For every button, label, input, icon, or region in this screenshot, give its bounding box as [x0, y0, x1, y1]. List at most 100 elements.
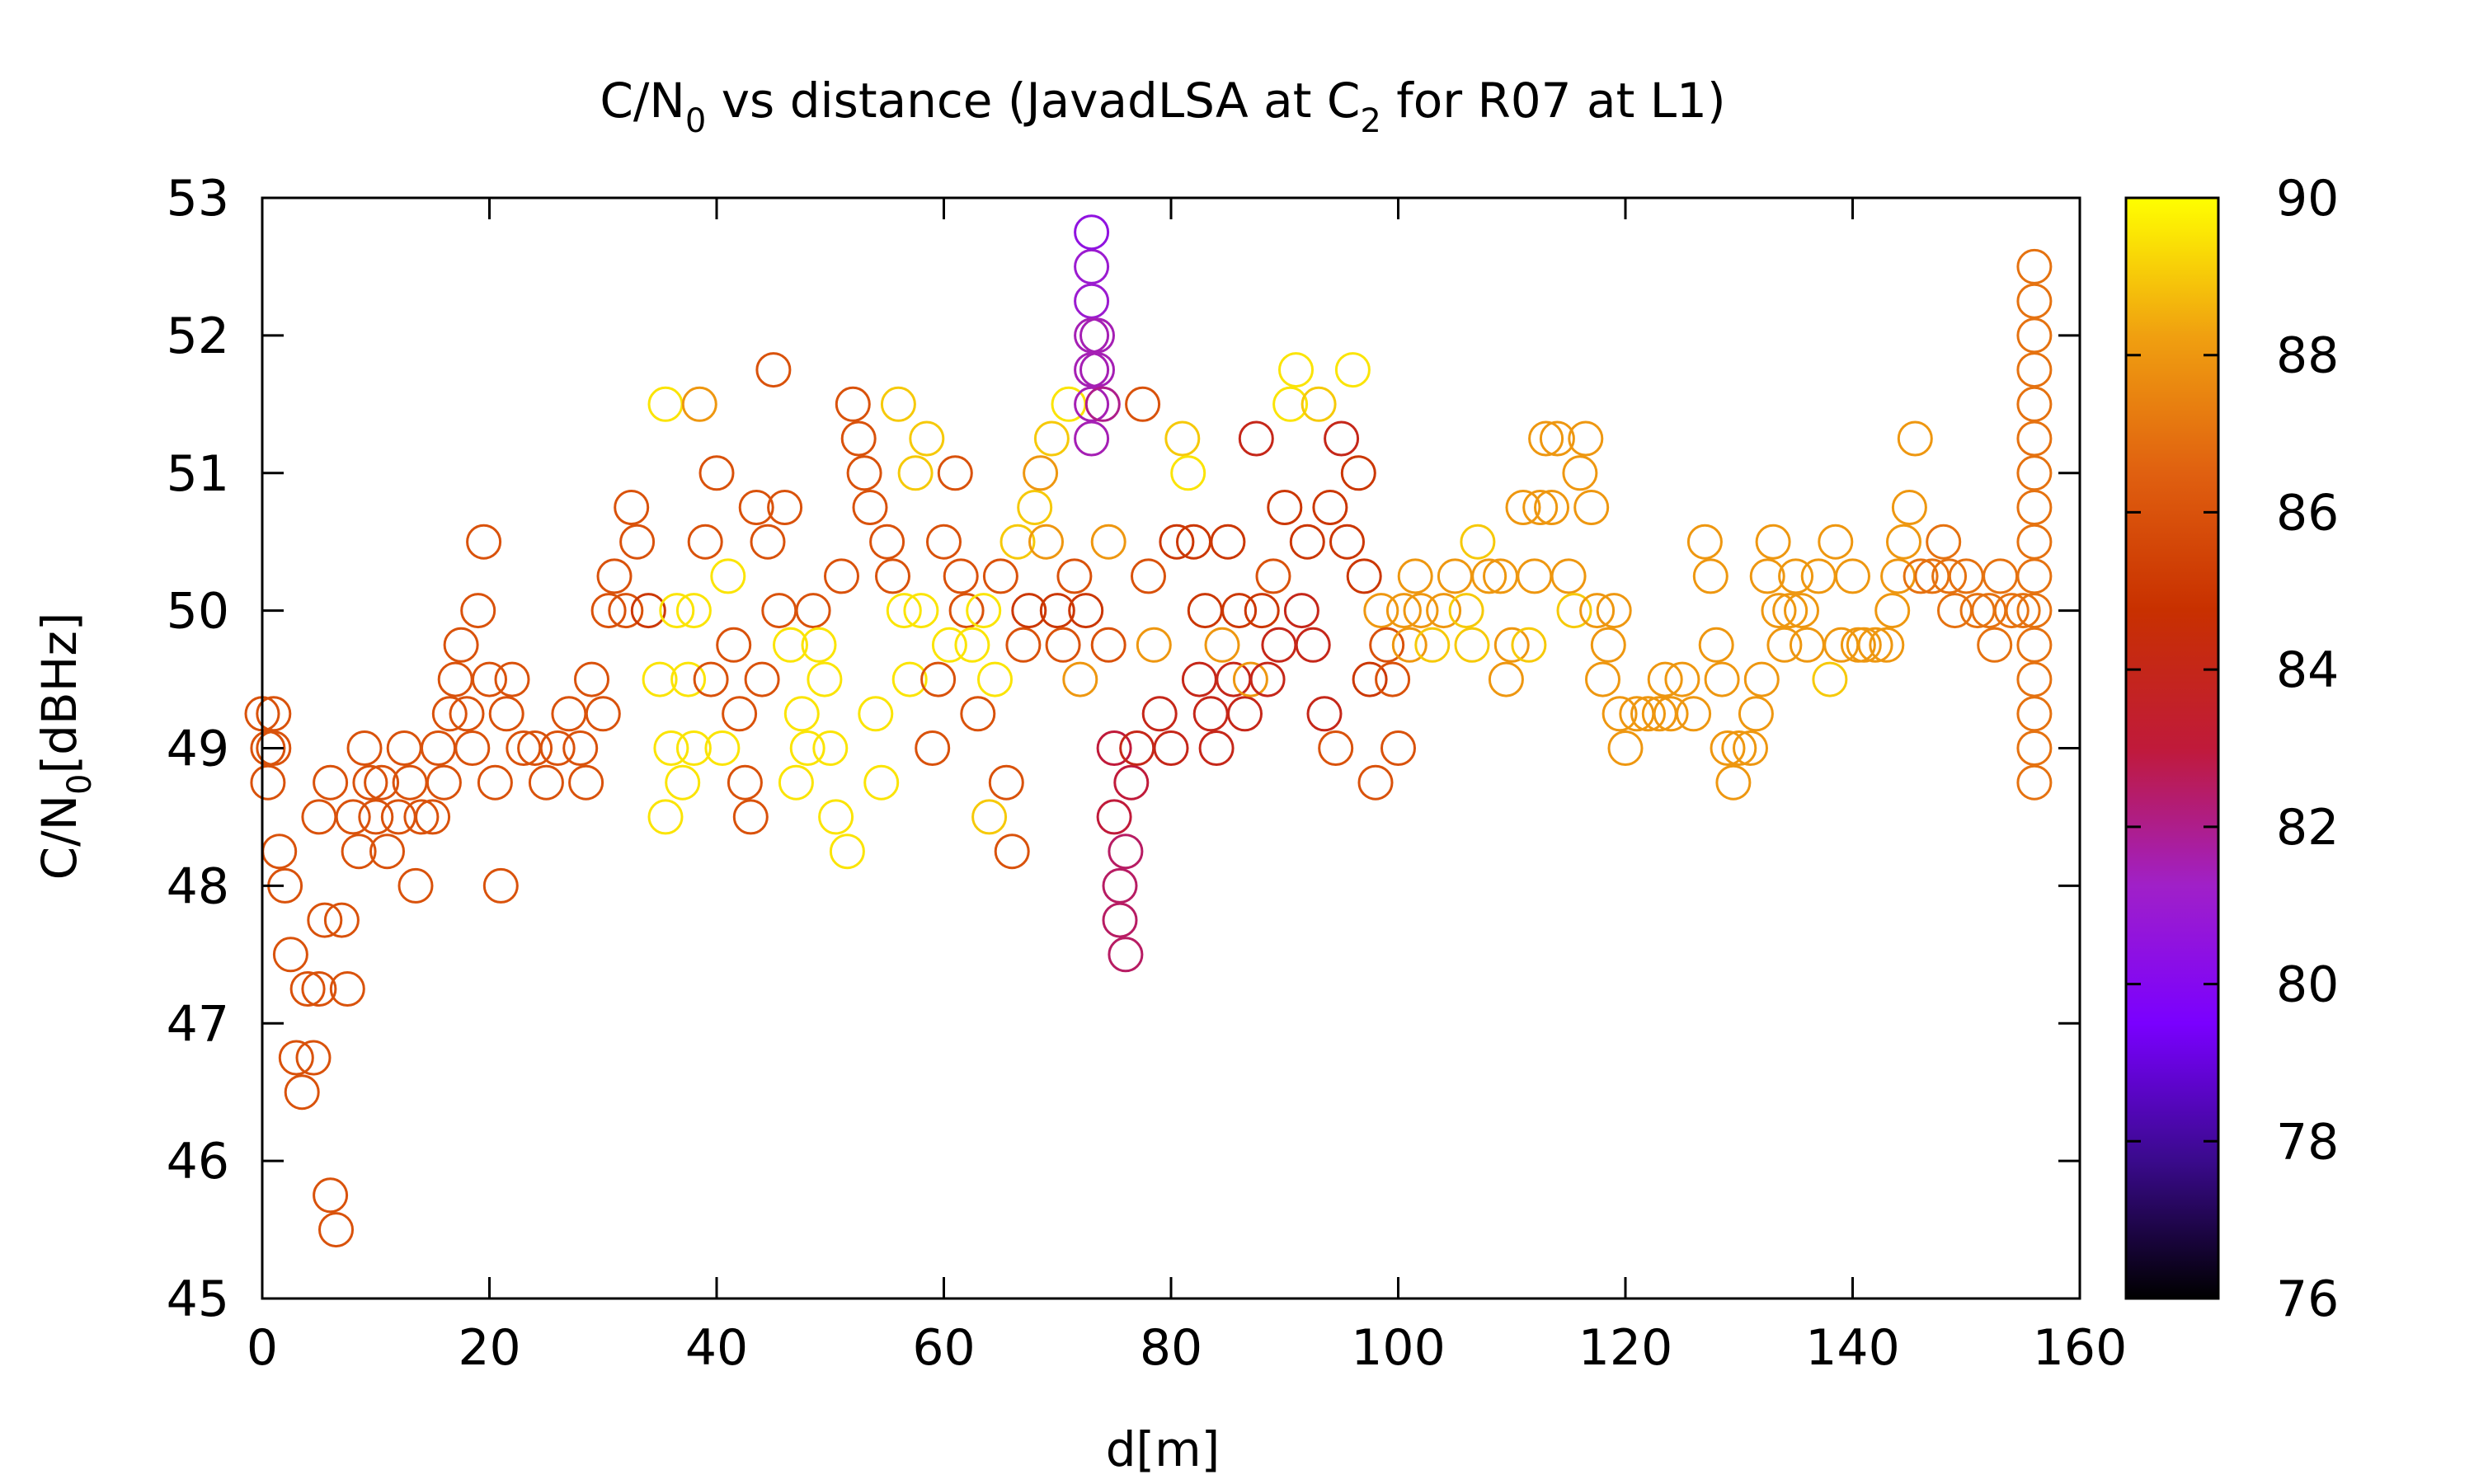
data-point [1039, 593, 1075, 629]
data-point [801, 627, 837, 663]
data-point [369, 834, 405, 870]
data-point [1993, 593, 2030, 629]
data-point [301, 799, 337, 835]
data-point [421, 730, 456, 766]
data-point [732, 799, 769, 835]
data-point [386, 730, 422, 766]
colorbar-tick-label: 76 [2276, 1270, 2339, 1328]
data-point [1511, 627, 1547, 663]
data-point [1363, 593, 1399, 629]
y-tick-label: 45 [167, 1270, 229, 1328]
data-point [517, 730, 553, 766]
data-point [858, 696, 894, 732]
data-point [1426, 593, 1462, 629]
data-point [313, 764, 349, 801]
data-point [1324, 420, 1360, 457]
data-point [1170, 455, 1206, 491]
data-point [295, 1040, 332, 1076]
colorbar [2124, 196, 2220, 1300]
data-point [1607, 730, 1644, 766]
data-point [1630, 696, 1666, 732]
data-point [2016, 283, 2053, 319]
data-point [1897, 420, 1933, 457]
data-point [1454, 627, 1490, 663]
data-point [1074, 248, 1110, 284]
data-point [642, 661, 678, 697]
data-point [1789, 627, 1825, 663]
data-point [943, 558, 979, 594]
data-point [783, 696, 820, 732]
data-point [744, 661, 780, 697]
data-point [301, 971, 337, 1007]
data-point [449, 696, 485, 732]
data-point [761, 593, 797, 629]
data-point [1074, 420, 1110, 457]
data-point [999, 524, 1036, 560]
data-point [1352, 661, 1388, 697]
data-point [1573, 490, 1610, 525]
data-point [1210, 524, 1246, 560]
data-point [1192, 696, 1229, 732]
data-point [352, 764, 388, 801]
data-point [2016, 248, 2053, 284]
data-point [880, 386, 916, 422]
data-point [1857, 627, 1893, 663]
colorbar-tick-label: 82 [2276, 799, 2339, 857]
data-point [1596, 593, 1632, 629]
data-point [920, 661, 957, 697]
data-point [1391, 627, 1427, 663]
data-point [1772, 593, 1808, 629]
data-point [915, 730, 951, 766]
data-point [863, 764, 900, 801]
data-point [335, 799, 371, 835]
data-point [596, 558, 633, 594]
x-tick-label: 60 [912, 1319, 975, 1377]
data-point [1102, 867, 1138, 904]
data-point [1074, 386, 1110, 422]
data-point [931, 627, 967, 663]
data-point [1131, 558, 1166, 594]
data-point [585, 696, 621, 732]
data-point [1397, 558, 1433, 594]
data-point [773, 627, 808, 663]
data-point [2016, 524, 2053, 560]
data-point [937, 455, 973, 491]
data-point [1096, 730, 1132, 766]
y-tick-label: 53 [167, 170, 229, 228]
data-point [574, 661, 609, 697]
data-point [1011, 593, 1047, 629]
data-point [824, 558, 859, 594]
data-point [1874, 593, 1911, 629]
data-point [2016, 627, 2053, 663]
data-point [1056, 558, 1093, 594]
data-point [1187, 593, 1223, 629]
data-point [988, 764, 1024, 801]
data-point [738, 490, 774, 525]
data-point [2005, 593, 2041, 629]
data-point [1334, 352, 1371, 388]
data-point [1278, 352, 1314, 388]
data-point [272, 937, 308, 973]
data-point [278, 1040, 314, 1076]
data-point [1136, 627, 1172, 663]
x-axis-ticks: 0 20 40 60 80 100 120 140 160 [247, 198, 2127, 1377]
data-point [1539, 420, 1575, 457]
data-point [698, 455, 735, 491]
data-point [1403, 593, 1439, 629]
data-point [710, 558, 746, 594]
data-point [1676, 696, 1712, 732]
x-tick-label: 40 [685, 1319, 748, 1377]
data-point [1084, 386, 1121, 422]
data-point [528, 764, 564, 801]
data-point [750, 524, 786, 560]
data-point [608, 593, 644, 629]
data-point [1096, 799, 1132, 835]
data-point [1460, 524, 1496, 560]
data-point [681, 386, 717, 422]
y-tick-label: 48 [167, 857, 229, 915]
colorbar-tick-label: 90 [2276, 170, 2339, 228]
data-point [2016, 661, 2053, 697]
data-point [1272, 386, 1309, 422]
data-point [1074, 283, 1110, 319]
data-point [494, 661, 530, 697]
